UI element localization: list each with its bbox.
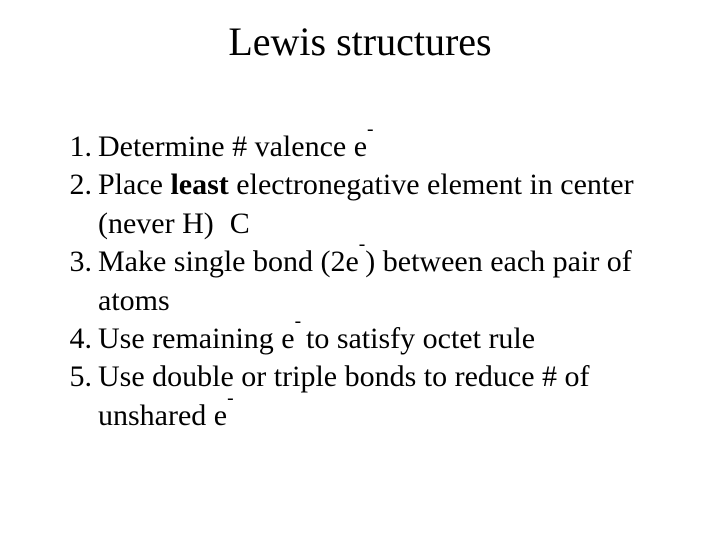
step-number: 4. [42, 320, 98, 358]
slide-title: Lewis structures [0, 18, 720, 65]
step-post: to satisfy octet rule [306, 322, 535, 355]
step-5: 5. Use double or triple bonds to reduce … [42, 358, 682, 435]
step-4: 4. Use remaining e- to satisfy octet rul… [42, 320, 682, 358]
step-text: Use double or triple bonds to reduce # o… [98, 358, 682, 435]
step-pre: Place [98, 168, 170, 201]
step-number: 2. [42, 166, 98, 204]
superscript-minus: - [295, 311, 306, 332]
step-3: 3. Make single bond (2e-) between each p… [42, 243, 682, 320]
step-2: 2. Place least electronegative element i… [42, 166, 682, 243]
step-number: 5. [42, 358, 98, 396]
step-pre: Use double or triple bonds to reduce # o… [98, 360, 590, 431]
superscript-minus: - [227, 388, 234, 409]
step-number: 3. [42, 243, 98, 281]
step-bold: least [170, 168, 228, 201]
steps-list: 1. Determine # valence e- 2. Place least… [42, 128, 682, 435]
step-pre: Use remaining e [98, 322, 295, 355]
step-pre: Make single bond (2e [98, 245, 359, 278]
step-text: Make single bond (2e-) between each pair… [98, 243, 682, 320]
step-text: Determine # valence e- [98, 128, 682, 166]
step-text: Use remaining e- to satisfy octet rule [98, 320, 682, 358]
slide: Lewis structures 1. Determine # valence … [0, 0, 720, 540]
superscript-minus: - [359, 234, 366, 255]
step-number: 1. [42, 128, 98, 166]
slide-body: 1. Determine # valence e- 2. Place least… [42, 128, 682, 435]
step-text: Place least electronegative element in c… [98, 166, 682, 243]
step-pre: Determine # valence e [98, 130, 367, 163]
center-atom-annotation: C [230, 205, 250, 243]
superscript-minus: - [367, 119, 374, 140]
step-1: 1. Determine # valence e- [42, 128, 682, 166]
